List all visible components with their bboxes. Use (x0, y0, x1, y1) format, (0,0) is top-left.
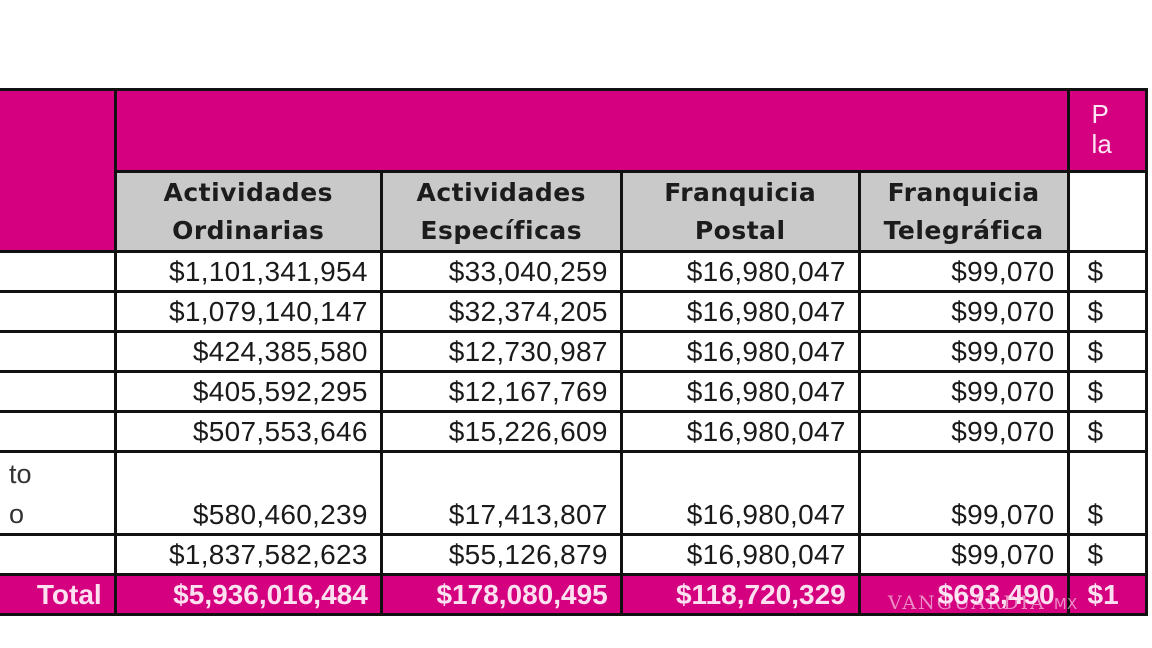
value-cell: $16,980,047 (619, 450, 861, 536)
value-cell: $99,070 (857, 250, 1070, 293)
partial-value-cell: $ (1066, 290, 1149, 333)
value-cell: $16,980,047 (619, 290, 861, 333)
partial-total-value: $1 (1066, 573, 1149, 616)
value-cell: $12,167,769 (379, 370, 623, 413)
table-row: $424,385,580 $12,730,987 $16,980,047 $99… (0, 330, 1149, 373)
row-label (0, 533, 117, 576)
value-cell: $12,730,987 (379, 330, 623, 373)
partial-value-cell: $ (1066, 450, 1149, 536)
column-header-franquicia-postal: Franquicia Postal (619, 170, 861, 253)
group-header-row: P la (0, 88, 1149, 253)
row-label (0, 250, 117, 293)
partial-value-cell: $ (1066, 370, 1149, 413)
column-header-actividades-especificas: Actividades Específicas (379, 170, 623, 253)
partial-column-header: P la (1066, 88, 1149, 173)
row-label (0, 410, 117, 453)
value-cell: $1,079,140,147 (113, 290, 383, 333)
value-cell: $17,413,807 (379, 450, 623, 536)
row-label (0, 330, 117, 373)
value-cell: $424,385,580 (113, 330, 383, 373)
row-label: to o (0, 450, 117, 536)
partial-value-cell: $ (1066, 410, 1149, 453)
value-cell: $507,553,646 (113, 410, 383, 453)
table-row: $1,837,582,623 $55,126,879 $16,980,047 $… (0, 533, 1149, 576)
row-label (0, 290, 117, 333)
row-label-header (0, 88, 117, 253)
partial-value-cell: $ (1066, 330, 1149, 373)
value-cell: $99,070 (857, 330, 1070, 373)
value-cell: $99,070 (857, 290, 1070, 333)
total-value: $5,936,016,484 (113, 573, 383, 616)
value-cell: $16,980,047 (619, 330, 861, 373)
table-row: $1,079,140,147 $32,374,205 $16,980,047 $… (0, 290, 1149, 333)
column-header-franquicia-telegrafica: Franquicia Telegráfica (857, 170, 1070, 253)
total-value: $693,490 (857, 573, 1070, 616)
value-cell: $16,980,047 (619, 410, 861, 453)
value-cell: $99,070 (857, 533, 1070, 576)
value-cell: $1,101,341,954 (113, 250, 383, 293)
value-cell: $99,070 (857, 370, 1070, 413)
value-cell: $16,980,047 (619, 370, 861, 413)
column-header-actividades-ordinarias: Actividades Ordinarias (113, 170, 383, 253)
group-header (113, 88, 1070, 173)
partial-value-cell: $ (1066, 250, 1149, 293)
value-cell: $405,592,295 (113, 370, 383, 413)
value-cell: $32,374,205 (379, 290, 623, 333)
table-row: $1,101,341,954 $33,040,259 $16,980,047 $… (0, 250, 1149, 293)
value-cell: $99,070 (857, 450, 1070, 536)
value-cell: $16,980,047 (619, 250, 861, 293)
partial-value-cell: $ (1066, 533, 1149, 576)
total-label: Total (0, 573, 117, 616)
row-label (0, 370, 117, 413)
value-cell: $15,226,609 (379, 410, 623, 453)
total-value: $118,720,329 (619, 573, 861, 616)
value-cell: $580,460,239 (113, 450, 383, 536)
value-cell: $1,837,582,623 (113, 533, 383, 576)
total-row: Total $5,936,016,484 $178,080,495 $118,7… (0, 573, 1149, 616)
watermark: VANGUARDIA MX (888, 592, 1078, 614)
value-cell: $16,980,047 (619, 533, 861, 576)
total-value: $178,080,495 (379, 573, 623, 616)
partial-column-subheader (1066, 170, 1149, 253)
table-row: $507,553,646 $15,226,609 $16,980,047 $99… (0, 410, 1149, 453)
column-header-row: Actividades Ordinarias Actividades Específ… (0, 170, 1149, 253)
table-row: $405,592,295 $12,167,769 $16,980,047 $99… (0, 370, 1149, 413)
value-cell: $99,070 (857, 410, 1070, 453)
value-cell: $55,126,879 (379, 533, 623, 576)
table-row: to o $580,460,239 $17,413,807 $16,980,04… (0, 450, 1149, 536)
value-cell: $33,040,259 (379, 250, 623, 293)
financing-table: P la Actividades Ordinarias Actividades Es… (0, 88, 1149, 616)
